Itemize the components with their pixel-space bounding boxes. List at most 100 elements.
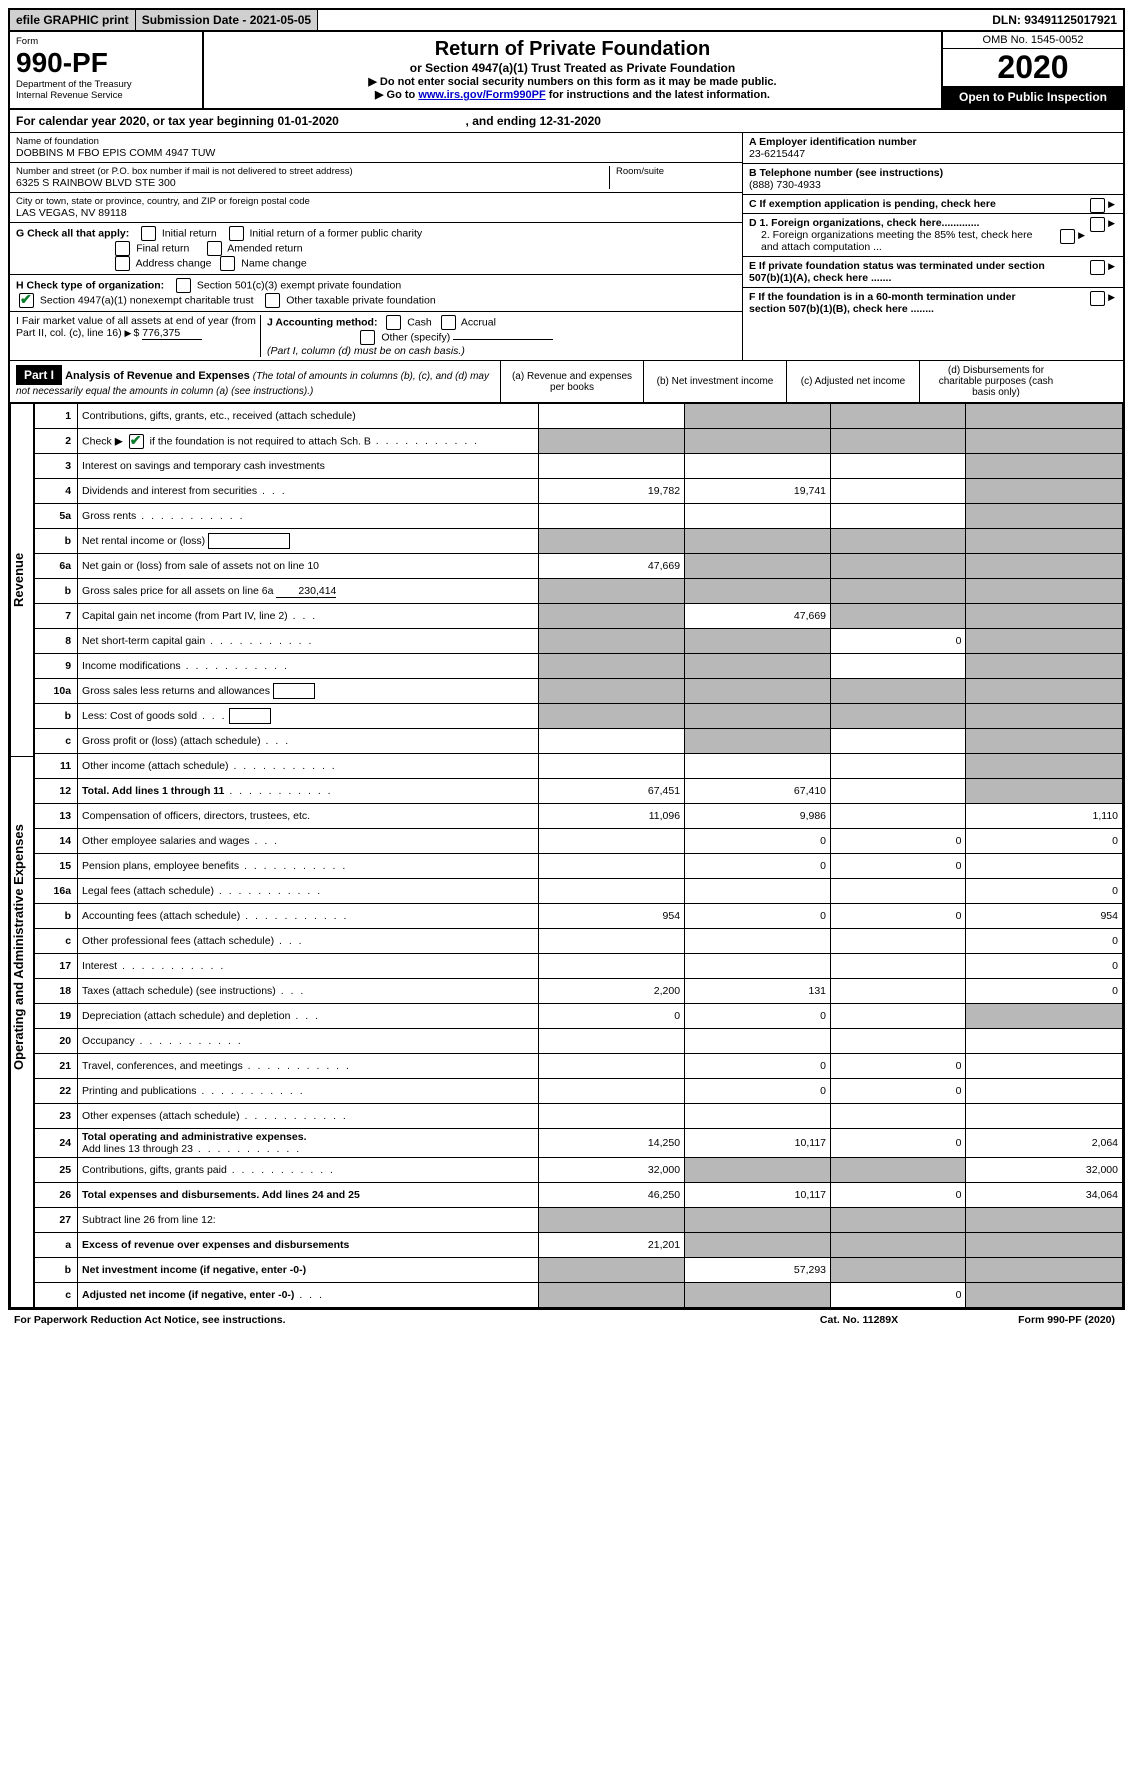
table-row: 19Depreciation (attach schedule) and dep… <box>35 1004 1123 1029</box>
table-row: 20Occupancy <box>35 1029 1123 1054</box>
part1-title: Analysis of Revenue and Expenses <box>65 370 250 382</box>
col-d-header: (d) Disbursements for charitable purpose… <box>920 361 1072 402</box>
table-row: 25Contributions, gifts, grants paid32,00… <box>35 1158 1123 1183</box>
chk-amended[interactable] <box>207 241 222 256</box>
table-row: cAdjusted net income (if negative, enter… <box>35 1283 1123 1308</box>
table-row: 8Net short-term capital gain0 <box>35 629 1123 654</box>
table-row: 13Compensation of officers, directors, t… <box>35 804 1123 829</box>
h-label: H Check type of organization: <box>16 279 164 291</box>
g-label: G Check all that apply: <box>16 227 129 239</box>
efile-print-button[interactable]: efile GRAPHIC print <box>10 10 136 30</box>
chk-501c3[interactable] <box>176 278 191 293</box>
form-container: efile GRAPHIC print Submission Date - 20… <box>8 8 1125 1310</box>
table-row: aExcess of revenue over expenses and dis… <box>35 1233 1123 1258</box>
ein-label: A Employer identification number <box>749 136 917 148</box>
tel-label: B Telephone number (see instructions) <box>749 167 943 179</box>
chk-initial-former[interactable] <box>229 226 244 241</box>
d2-label: 2. Foreign organizations meeting the 85%… <box>749 229 1041 253</box>
opex-section-label: Operating and Administrative Expenses <box>10 756 34 1137</box>
chk-e[interactable] <box>1090 260 1105 275</box>
chk-addr-change[interactable] <box>115 256 130 271</box>
table-row: 14Other employee salaries and wages000 <box>35 829 1123 854</box>
dept-treasury: Department of the Treasury <box>16 79 196 90</box>
form-number: 990-PF <box>16 47 196 79</box>
analysis-table: 1Contributions, gifts, grants, etc., rec… <box>34 403 1123 1308</box>
fmv-value: 776,375 <box>142 327 202 340</box>
table-row: 7Capital gain net income (from Part IV, … <box>35 604 1123 629</box>
form-title: Return of Private Foundation <box>210 38 935 61</box>
revenue-section-label: Revenue <box>10 403 34 756</box>
submission-date: Submission Date - 2021-05-05 <box>136 10 318 30</box>
irs-link[interactable]: www.irs.gov/Form990PF <box>418 89 545 101</box>
chk-other-method[interactable] <box>360 330 375 345</box>
chk-accrual[interactable] <box>441 315 456 330</box>
city-label: City or town, state or province, country… <box>16 196 736 207</box>
i-label: I Fair market value of all assets at end… <box>16 315 256 339</box>
omb-number: OMB No. 1545-0052 <box>943 32 1123 49</box>
form-header: Form 990-PF Department of the Treasury I… <box>10 32 1123 110</box>
street-address: 6325 S RAINBOW BLVD STE 300 <box>16 177 609 189</box>
chk-c[interactable] <box>1090 198 1105 213</box>
part1-label: Part I <box>16 365 62 385</box>
table-row: 2Check ▶ if the foundation is not requir… <box>35 429 1123 454</box>
chk-final[interactable] <box>115 241 130 256</box>
table-row: 1Contributions, gifts, grants, etc., rec… <box>35 404 1123 429</box>
form-subtitle: or Section 4947(a)(1) Trust Treated as P… <box>210 61 935 75</box>
table-row: 17Interest0 <box>35 954 1123 979</box>
room-label: Room/suite <box>616 166 736 177</box>
table-row: cOther professional fees (attach schedul… <box>35 929 1123 954</box>
col-b-header: (b) Net investment income <box>644 361 787 402</box>
table-row: 5aGross rents <box>35 504 1123 529</box>
chk-name-change[interactable] <box>220 256 235 271</box>
col-c-header: (c) Adjusted net income <box>787 361 920 402</box>
chk-cash[interactable] <box>386 315 401 330</box>
col-a-header: (a) Revenue and expenses per books <box>501 361 644 402</box>
irs-label: Internal Revenue Service <box>16 90 196 101</box>
top-bar: efile GRAPHIC print Submission Date - 20… <box>10 10 1123 32</box>
table-row: 27Subtract line 26 from line 12: <box>35 1208 1123 1233</box>
form-footer-label: Form 990-PF (2020) <box>1018 1314 1115 1326</box>
chk-f[interactable] <box>1090 291 1105 306</box>
open-to-public: Open to Public Inspection <box>943 86 1123 108</box>
table-row: 26Total expenses and disbursements. Add … <box>35 1183 1123 1208</box>
instruction-1: ▶ Do not enter social security numbers o… <box>210 75 935 88</box>
table-row: bGross sales price for all assets on lin… <box>35 579 1123 604</box>
table-row: 22Printing and publications00 <box>35 1079 1123 1104</box>
table-row: 10aGross sales less returns and allowanc… <box>35 679 1123 704</box>
table-row: 16aLegal fees (attach schedule)0 <box>35 879 1123 904</box>
chk-d1[interactable] <box>1090 217 1105 232</box>
instruction-2: ▶ Go to www.irs.gov/Form990PF for instru… <box>210 88 935 101</box>
table-row: 23Other expenses (attach schedule) <box>35 1104 1123 1129</box>
city-state-zip: LAS VEGAS, NV 89118 <box>16 207 736 219</box>
table-row: 4Dividends and interest from securities1… <box>35 479 1123 504</box>
page-footer: For Paperwork Reduction Act Notice, see … <box>8 1310 1121 1330</box>
table-row: 24Total operating and administrative exp… <box>35 1129 1123 1158</box>
chk-sch-b[interactable] <box>129 434 144 449</box>
table-row: 9Income modifications <box>35 654 1123 679</box>
chk-other-taxable[interactable] <box>265 293 280 308</box>
chk-initial[interactable] <box>141 226 156 241</box>
e-label: E If private foundation status was termi… <box>749 260 1045 284</box>
table-row: bNet rental income or (loss) <box>35 529 1123 554</box>
form-label: Form <box>16 36 196 47</box>
tax-year: 2020 <box>943 49 1123 86</box>
chk-d2[interactable] <box>1060 229 1075 244</box>
catalog-number: Cat. No. 11289X <box>820 1314 898 1326</box>
table-row: bLess: Cost of goods sold <box>35 704 1123 729</box>
main-table-wrapper: Revenue Operating and Administrative Exp… <box>10 403 1123 1308</box>
j-note: (Part I, column (d) must be on cash basi… <box>267 345 465 357</box>
chk-4947[interactable] <box>19 293 34 308</box>
table-row: 12Total. Add lines 1 through 1167,45167,… <box>35 779 1123 804</box>
tel-value: (888) 730-4933 <box>749 179 821 191</box>
d1-label: D 1. Foreign organizations, check here..… <box>749 217 979 229</box>
table-row: 3Interest on savings and temporary cash … <box>35 454 1123 479</box>
table-row: cGross profit or (loss) (attach schedule… <box>35 729 1123 754</box>
dln-number: DLN: 93491125017921 <box>986 10 1123 30</box>
ein-value: 23-6215447 <box>749 148 805 160</box>
name-label: Name of foundation <box>16 136 736 147</box>
part1-header-row: Part I Analysis of Revenue and Expenses … <box>10 361 1123 403</box>
table-row: 21Travel, conferences, and meetings00 <box>35 1054 1123 1079</box>
c-label: C If exemption application is pending, c… <box>749 198 996 210</box>
j-label: J Accounting method: <box>267 316 377 328</box>
table-row: bNet investment income (if negative, ent… <box>35 1258 1123 1283</box>
